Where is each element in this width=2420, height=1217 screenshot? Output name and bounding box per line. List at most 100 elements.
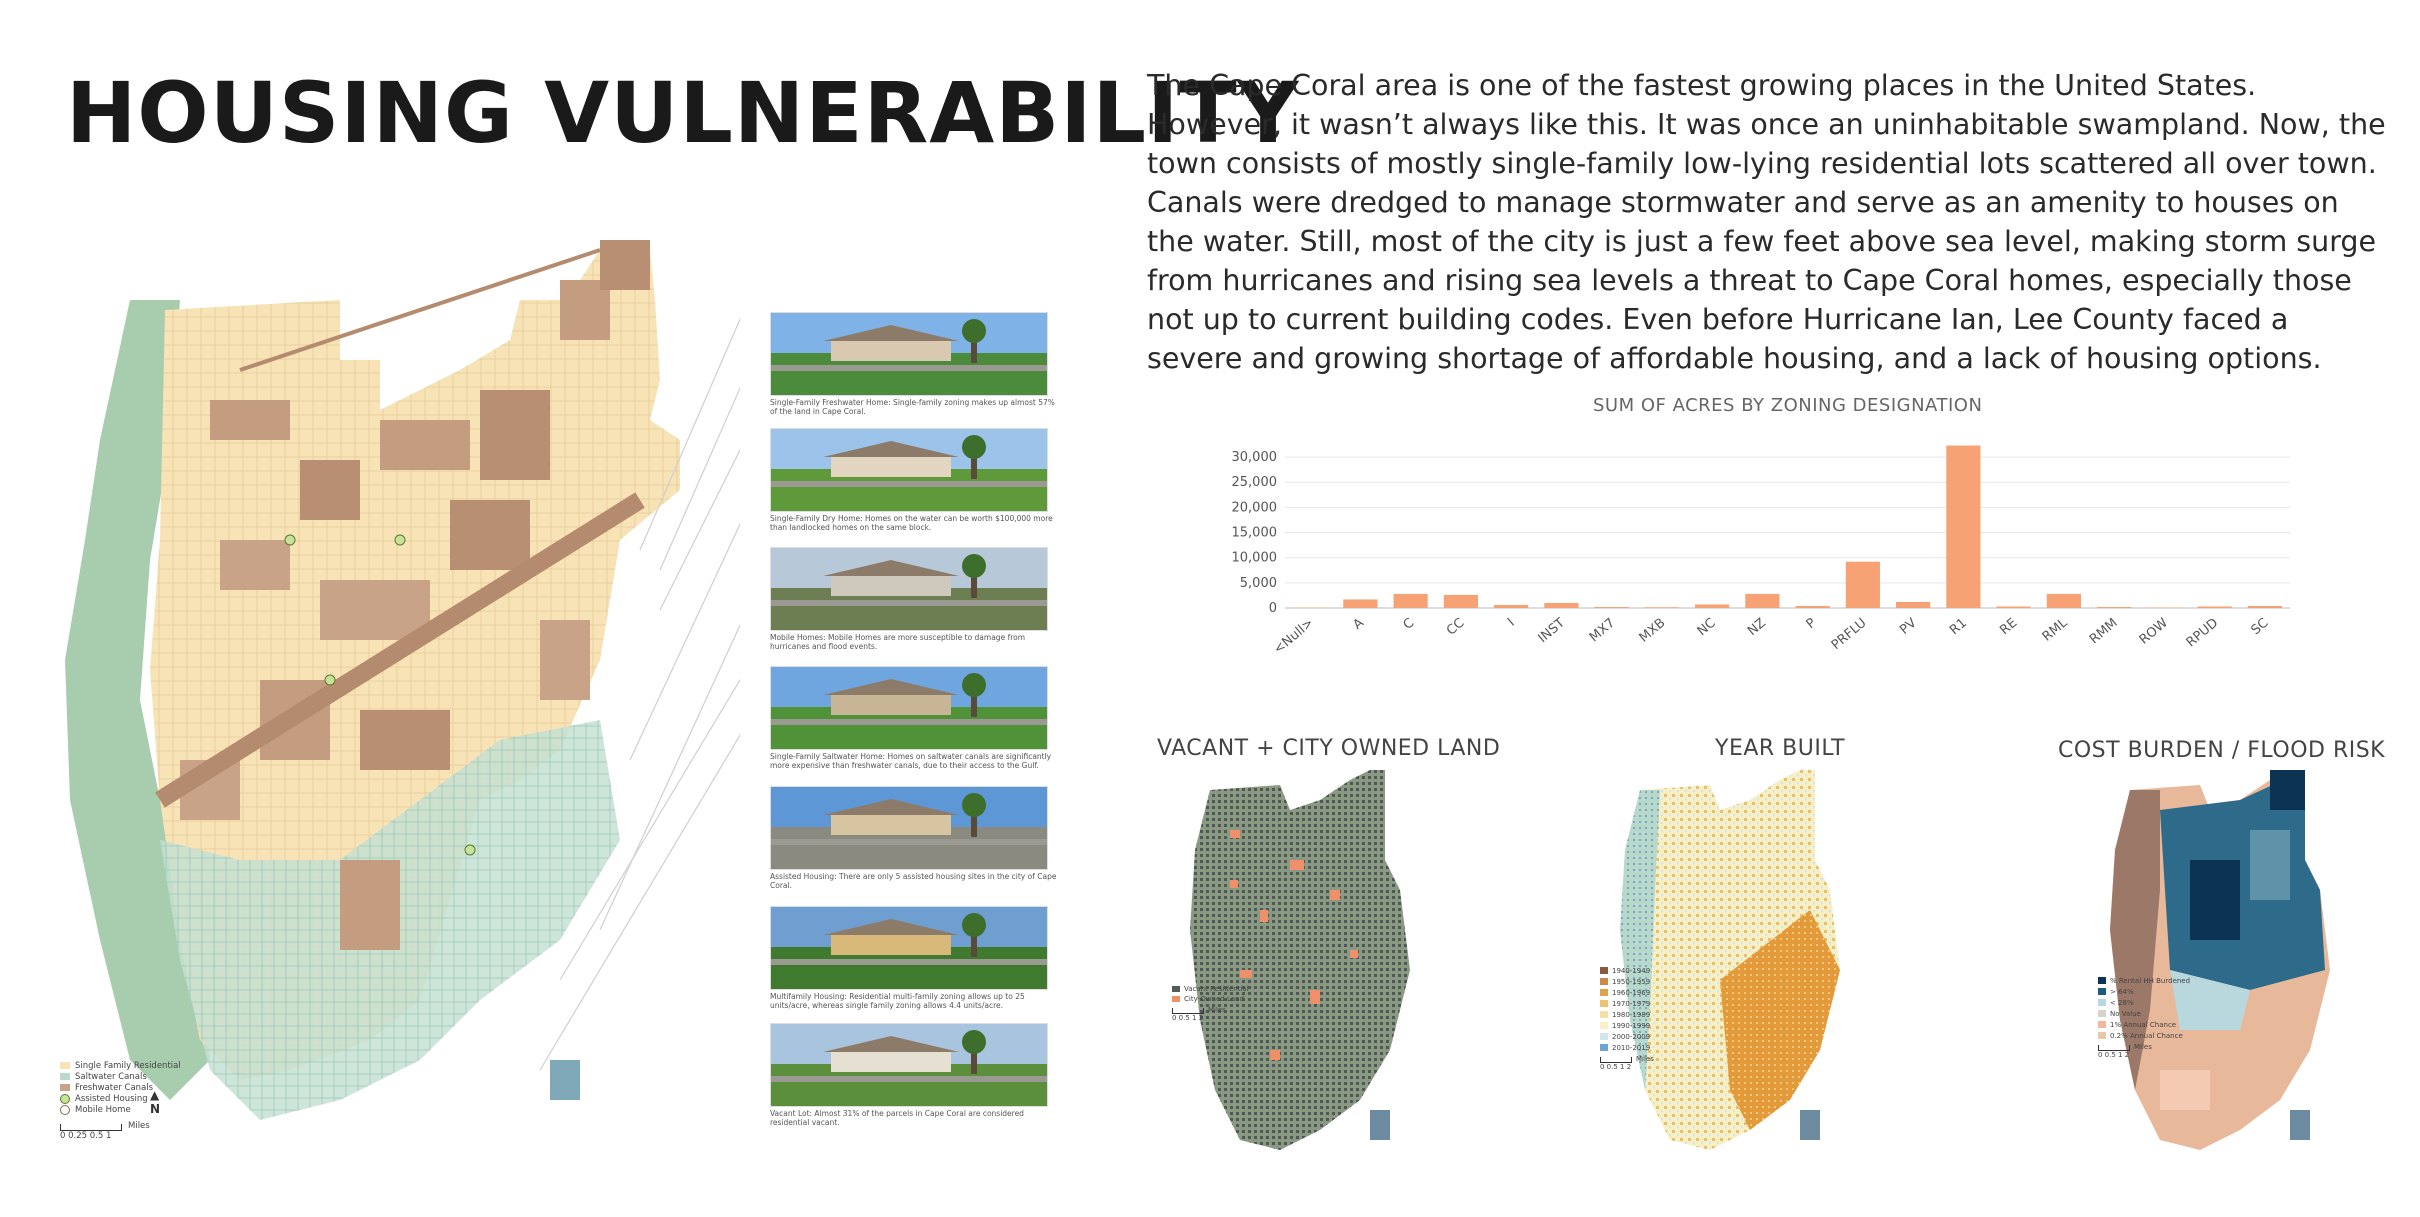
photo-caption: Mobile Homes: Mobile Homes are more susc… (770, 633, 1026, 651)
legend-item: 1970-1979 (1600, 998, 1654, 1009)
scale-ticks: 0 0.5 1 2 (1172, 1014, 1204, 1022)
legend-item: > 64% (2098, 986, 2190, 997)
commercial-parcel (540, 620, 590, 700)
bar-null (1293, 607, 1328, 608)
north-label: N (150, 1102, 161, 1116)
legend-item: 2000-2009 (1600, 1031, 1654, 1042)
legend-item: % Rental HH Burdened (2098, 975, 2190, 986)
lagoon (550, 1060, 580, 1100)
legend-label: > 64% (2110, 987, 2134, 996)
leader-lines (539, 317, 740, 1071)
scale-ticks: 0 0.5 1 2 (1600, 1063, 1632, 1071)
legend-item: Mobile Home (60, 1104, 181, 1115)
y-tick-label: 20,000 (1232, 500, 1278, 515)
scale-unit: Miles (128, 1121, 150, 1131)
bar-inst (1544, 602, 1579, 608)
x-tick-label: R1 (1947, 616, 1970, 639)
legend-swatch (1600, 978, 1608, 985)
legend-item: No Value (2098, 1008, 2190, 1019)
legend-label: 1% Annual Chance (2110, 1020, 2177, 1029)
legend-swatch (2098, 1021, 2106, 1028)
legend-item: 1980-1989 (1600, 1009, 1654, 1020)
x-tick-label: INST (1536, 616, 1568, 647)
legend-label: No Value (2110, 1009, 2141, 1018)
photo-caption: Single-Family Dry Home: Homes on the wat… (770, 514, 1053, 532)
legend-label: Single Family Residential (75, 1060, 181, 1071)
west-area (2110, 790, 2160, 1090)
x-tick-label: PRFLU (1829, 616, 1870, 654)
scale-bar-graphic (60, 1124, 122, 1131)
secondary-corridor (239, 248, 601, 372)
legend-swatch (2098, 988, 2106, 995)
year-built-legend: 1940-1949 1950-1959 1960-1969 1970-1979 1980… (1600, 965, 1654, 1071)
assisted-housing-marker (394, 534, 406, 546)
newer-homes-area (1620, 790, 1660, 1090)
year-built-map-title: YEAR BUILT (1715, 736, 1846, 761)
legend-label: 1950-1959 (1612, 977, 1651, 986)
x-tick-label: SC (2249, 616, 2272, 639)
legend-swatch (60, 1104, 70, 1115)
high-burden-tract (2190, 860, 2240, 940)
house-photo (770, 906, 1048, 990)
x-tick-label: <Null> (1271, 616, 1317, 658)
legend-label: 2010-2019 (1612, 1043, 1651, 1052)
legend-label: Freshwater Canals (75, 1082, 154, 1093)
legend-swatch (2098, 1010, 2106, 1017)
north-arrow-icon: ▲ (150, 1088, 160, 1102)
house-photo (770, 786, 1048, 870)
bar-rpud (2197, 606, 2232, 608)
legend-item: Saltwater Canals (60, 1071, 181, 1082)
x-tick-label: MXB (1637, 616, 1669, 646)
lagoon (2290, 1110, 2310, 1140)
commercial-parcel (320, 580, 430, 640)
scale-ticks: 0 0.5 1 2 (2098, 1051, 2130, 1059)
legend-label: 1970-1979 (1612, 999, 1651, 1008)
legend-swatch (60, 1093, 70, 1104)
flood-zone (2160, 1070, 2210, 1110)
bar-rml (2046, 593, 2081, 608)
x-tick-label: RPUD (2184, 616, 2222, 651)
bar-p (1795, 605, 1830, 608)
intro-paragraph: The Cape Coral area is one of the fastes… (1147, 69, 2386, 375)
bar-cc (1443, 594, 1478, 608)
photo-caption: Multifamily Housing: Residential multi-f… (770, 992, 1025, 1010)
assisted-housing-marker (284, 534, 296, 546)
bar-sc (2247, 605, 2282, 608)
scale-bar: Miles (60, 1121, 181, 1131)
legend-label: % Rental HH Burdened (2110, 976, 2191, 985)
vacant-map-title: VACANT + CITY OWNED LAND (1157, 736, 1501, 761)
main-map-legend: Single Family Residential Saltwater Cana… (60, 1060, 181, 1141)
x-tick-label: P (1804, 615, 1820, 632)
legend-label: Vacant Residential (1184, 985, 1249, 993)
main-housing-map (65, 240, 740, 1120)
x-tick-label: ROW (2137, 615, 2171, 647)
zoning-bar-chart: 0 5,000 10,000 15,000 20,000 25,000 30,000 <Nul… (1232, 445, 2290, 658)
house-photo (770, 1023, 1048, 1107)
scale-bar-graphic (1172, 1008, 1204, 1014)
legend-item: Single Family Residential (60, 1060, 181, 1071)
assisted-housing-marker (464, 844, 476, 856)
legend-swatch (1600, 1033, 1608, 1040)
photo-caption: Assisted Housing: There are only 5 assis… (770, 872, 1057, 890)
bar-c (1393, 593, 1428, 608)
legend-item: 1990-1999 (1600, 1020, 1654, 1031)
legend-swatch (60, 1073, 70, 1080)
legend-item: 0.2% Annual Chance (2098, 1030, 2190, 1041)
bar-row (2147, 607, 2182, 608)
commercial-parcel (360, 710, 450, 770)
bar-a (1343, 599, 1378, 608)
scale-ticks: 0 0.25 0.5 1 (60, 1131, 112, 1141)
cost-burden-map-title: COST BURDEN / FLOOD RISK (2058, 738, 2386, 763)
commercial-parcel (450, 500, 530, 570)
north-arrow: ▲ N (150, 1088, 160, 1116)
legend-item: City-Owned Land (1172, 994, 1249, 1004)
older-homes-area (1720, 910, 1840, 1130)
vacant-land-map (1190, 770, 1410, 1150)
main-corridor (155, 492, 645, 808)
vacant-map-legend: Vacant Residential City-Owned Land Miles… (1172, 984, 1249, 1022)
x-tick-label: C (1401, 616, 1418, 633)
x-tick-label: PV (1897, 616, 1920, 638)
bar-nc (1695, 604, 1730, 608)
legend-item: Vacant Residential (1172, 984, 1249, 994)
assisted-housing-marker (324, 674, 336, 686)
